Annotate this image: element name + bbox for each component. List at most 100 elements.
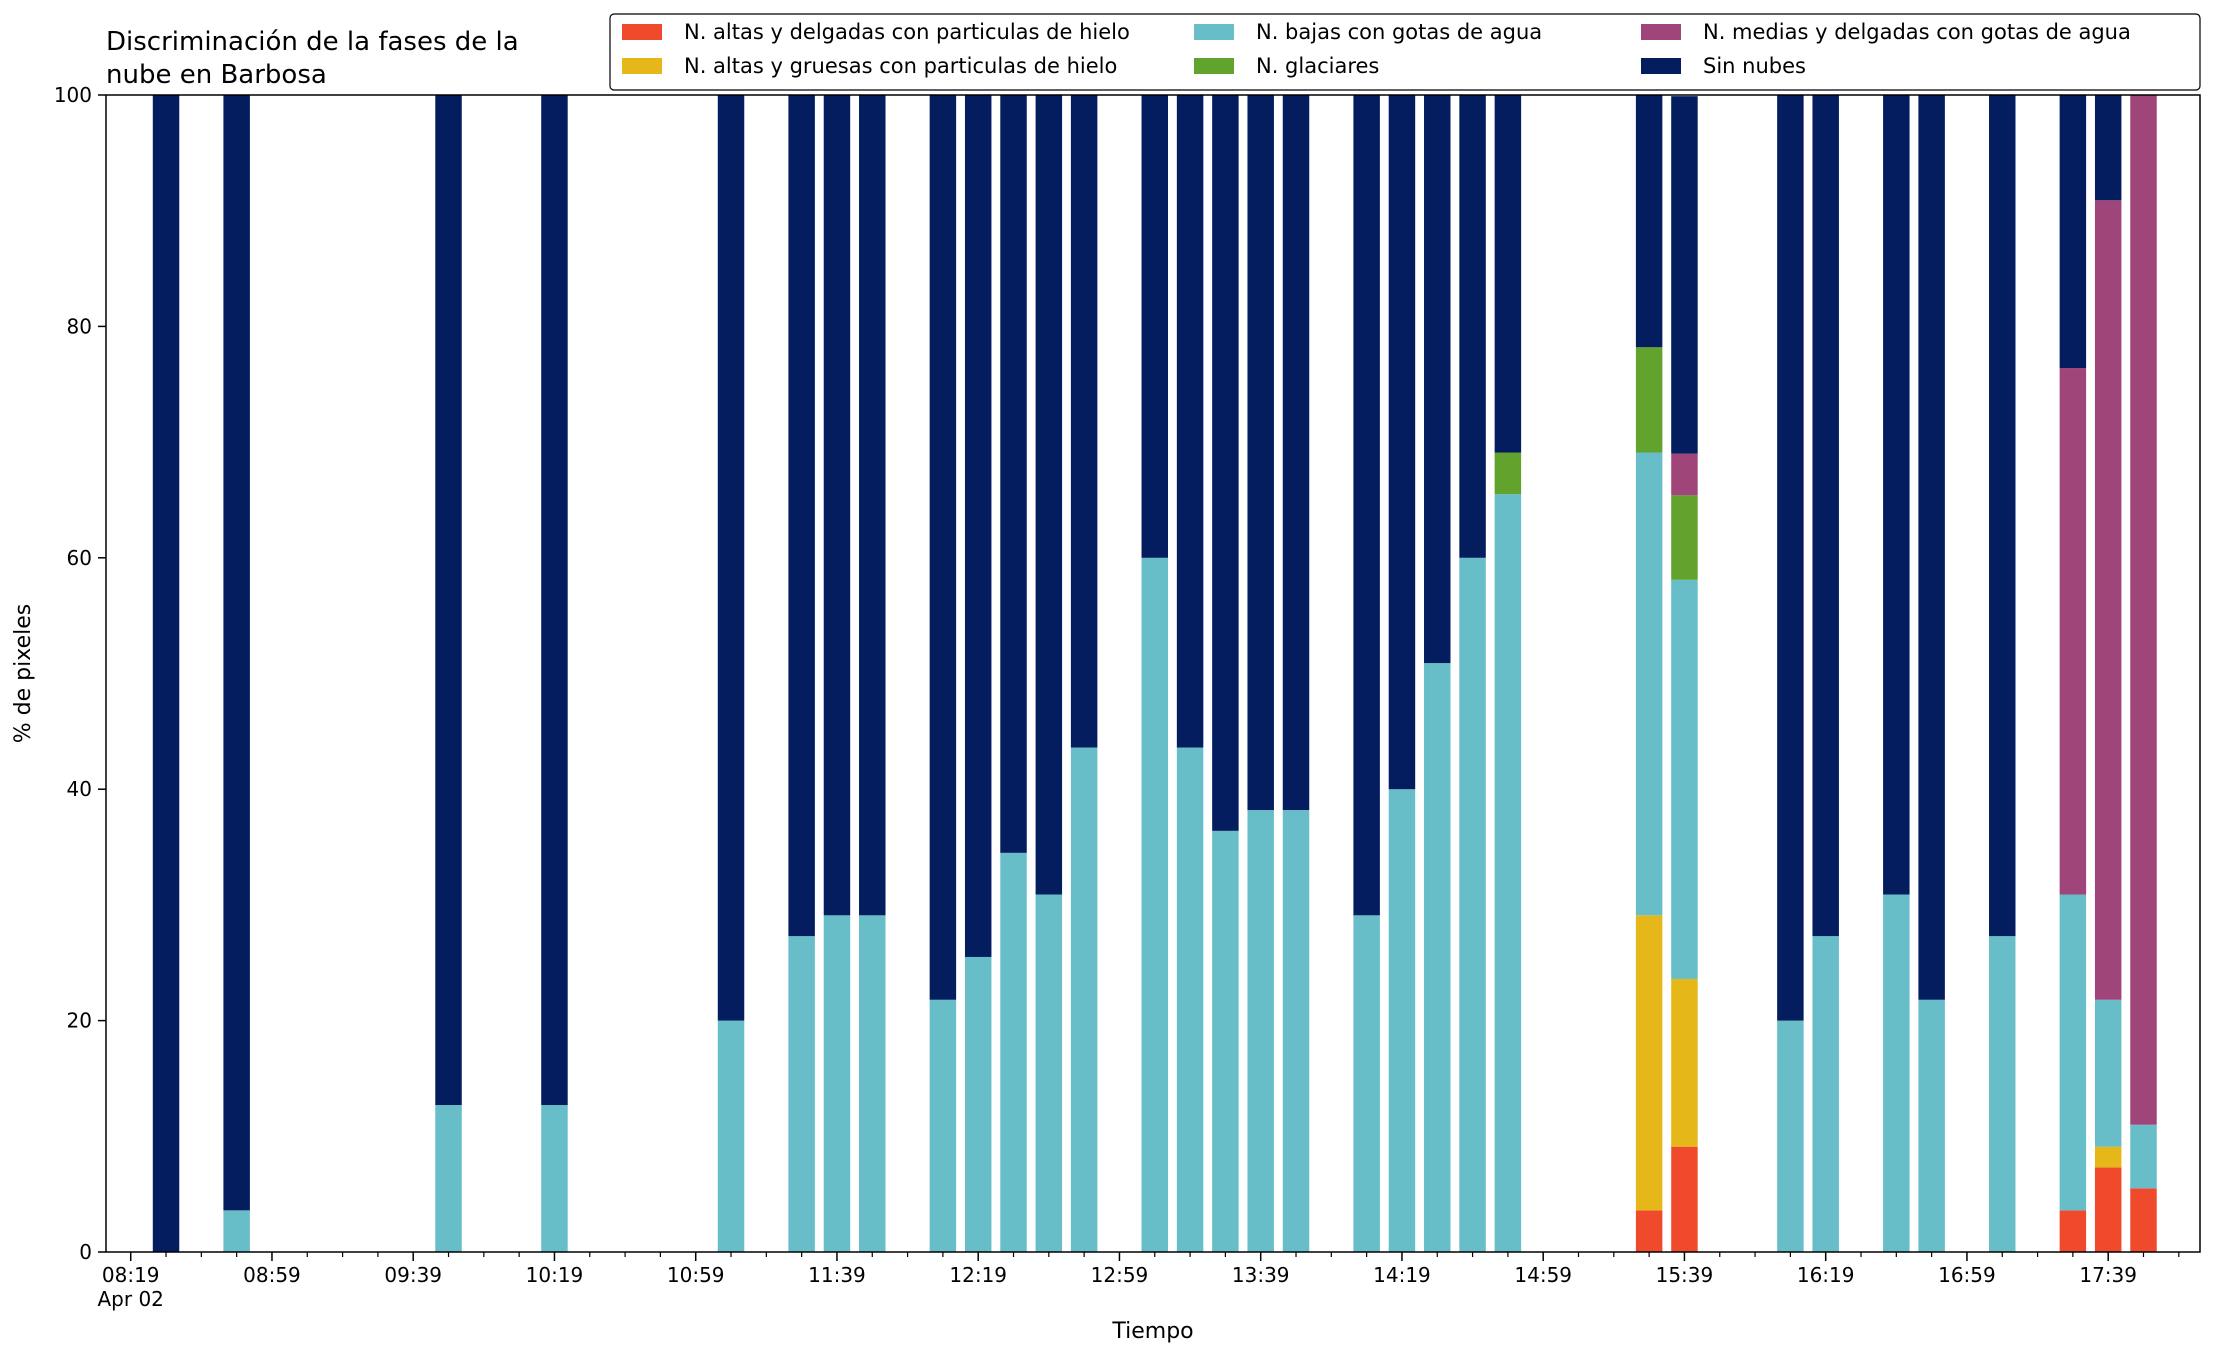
x-tick-label: 08:59	[243, 1263, 301, 1287]
bar-segment	[1635, 452, 1663, 916]
x-axis-label: Tiempo	[1111, 1319, 1193, 1344]
bar-segment	[1812, 95, 1839, 937]
bar-segment	[1035, 95, 1063, 895]
y-tick-label: 80	[67, 314, 92, 338]
bar-segment	[1671, 1146, 1698, 1252]
bar-segment	[929, 95, 957, 1000]
bar-segment	[435, 1105, 462, 1252]
bar-segment	[2130, 1124, 2157, 1189]
bar-segment	[1671, 453, 1698, 496]
bar-segment	[1671, 96, 1698, 454]
bar-segment	[1989, 936, 2016, 1252]
bar-segment	[223, 1210, 250, 1252]
bar-segment	[1247, 95, 1274, 811]
legend-swatch	[1641, 58, 1681, 74]
bar-segment	[964, 956, 992, 1252]
legend-swatch	[1194, 58, 1234, 74]
bar-segment	[1141, 95, 1168, 558]
bar-segment	[541, 95, 568, 1106]
bar-segment	[1035, 894, 1063, 1252]
bar-segment	[1635, 915, 1663, 1211]
bar-segment	[1989, 95, 2016, 937]
bar-segment	[1883, 95, 1910, 895]
bar-segment	[1424, 663, 1451, 1252]
bar-segment	[1671, 978, 1698, 1147]
bar-segment	[1459, 95, 1486, 558]
legend-label: N. altas y delgadas con particulas de hi…	[684, 20, 1130, 44]
x-tick-label: 14:59	[1514, 1263, 1572, 1287]
legend-label: N. medias y delgadas con gotas de agua	[1703, 20, 2131, 44]
x-tick-label: 11:39	[808, 1263, 866, 1287]
chart-title: Discriminación de la fases de la nube en …	[106, 27, 519, 90]
bar-segment	[1388, 95, 1416, 790]
x-axis: 08:19 08:59 09:39 10:19 10:59 11:39 12:19 12:59…	[102, 1252, 2180, 1287]
bar-segment	[2094, 1167, 2122, 1252]
legend-swatch	[622, 24, 662, 40]
bar-segment	[2094, 1146, 2122, 1168]
bar-segment	[1388, 789, 1416, 1252]
bar-segment	[541, 1105, 568, 1252]
x-tick-label: 12:59	[1091, 1263, 1149, 1287]
bar-segment	[2094, 200, 2122, 1000]
bar-segment	[1494, 95, 1522, 453]
bar-segment	[1353, 915, 1380, 1252]
bar-segment	[1212, 830, 1239, 1252]
bar-segment	[1671, 495, 1698, 580]
bar-segment	[435, 95, 462, 1106]
bar-segment	[1459, 557, 1486, 1252]
bar-segment	[1353, 95, 1380, 916]
y-tick-label: 60	[67, 546, 92, 570]
y-tick-label: 20	[67, 1009, 92, 1033]
bar-segment	[1812, 936, 1839, 1252]
legend-label: N. bajas con gotas de agua	[1256, 20, 1542, 44]
y-tick-label: 100	[54, 83, 92, 107]
bar-segment	[1000, 852, 1027, 1252]
x-tick-label: 10:59	[667, 1263, 725, 1287]
legend-box	[609, 13, 2201, 91]
bar-segment	[1777, 1020, 1804, 1252]
x-tick-label: 12:19	[949, 1263, 1007, 1287]
y-axis: 0 20 40 60 80 100	[54, 83, 106, 1264]
bar-segment	[1176, 95, 1204, 748]
bar-segment	[1918, 95, 1945, 1000]
bar-segment	[788, 936, 815, 1252]
bar-segment	[1141, 557, 1168, 1252]
x-tick-label: 16:59	[1938, 1263, 1996, 1287]
bar-segment	[717, 1020, 745, 1252]
bar-segment	[717, 95, 745, 1021]
bars	[152, 95, 2157, 1252]
plot-frame	[105, 94, 2201, 1253]
bar-segment	[929, 999, 957, 1252]
bar-segment	[1671, 579, 1698, 979]
bar-segment	[823, 95, 851, 916]
bar-segment	[2130, 1188, 2157, 1252]
x-tick-label: 14:19	[1373, 1263, 1431, 1287]
legend-label: Sin nubes	[1703, 54, 1806, 78]
bar-segment	[1777, 95, 1804, 1021]
bar-segment	[1176, 747, 1204, 1252]
bar-segment	[1883, 894, 1910, 1252]
bar-segment	[2094, 999, 2122, 1147]
x-tick-label: 16:19	[1797, 1263, 1855, 1287]
x-tick-label: 15:39	[1656, 1263, 1714, 1287]
bar-segment	[1247, 810, 1274, 1252]
bar-segment	[2059, 95, 2087, 369]
bar-segment	[1282, 95, 1310, 811]
y-tick-label: 40	[67, 777, 92, 801]
bar-segment	[1494, 452, 1522, 495]
legend-swatch	[1641, 24, 1681, 40]
bar-segment	[223, 95, 250, 1211]
bar-segment	[2059, 1210, 2087, 1252]
bar-segment	[1635, 347, 1663, 453]
bar-segment	[152, 95, 180, 1252]
legend-label: N. altas y gruesas con particulas de hie…	[684, 54, 1117, 78]
bar-segment	[1635, 1210, 1663, 1252]
y-tick-label: 0	[79, 1240, 92, 1264]
x-tick-label: 13:39	[1232, 1263, 1290, 1287]
x-tick-label: 08:19	[102, 1263, 160, 1287]
x-tick-sublabel: Apr 02	[98, 1287, 164, 1311]
bar-segment	[2094, 95, 2122, 201]
bar-segment	[1070, 747, 1098, 1252]
bar-segment	[1494, 494, 1522, 1252]
